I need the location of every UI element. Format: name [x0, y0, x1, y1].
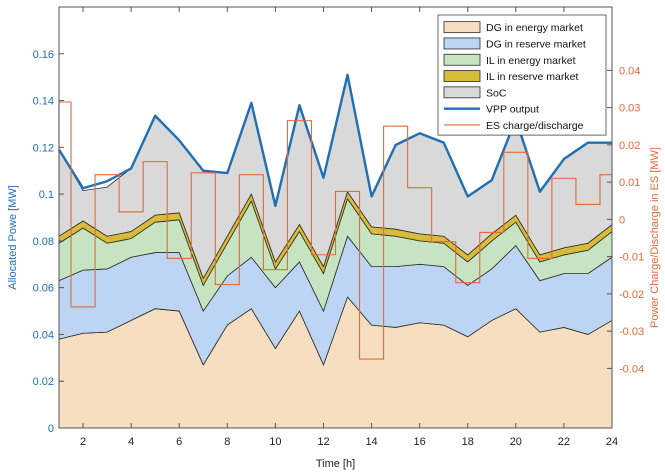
y-right-tick-label: 0.01 — [619, 177, 640, 189]
x-tick-label: 10 — [269, 436, 281, 448]
bottom-axis: 2 4 6 8 10 12 14 16 18 20 22 24 — [80, 7, 618, 448]
line-series-es — [58, 101, 613, 360]
y-right-tick-label: 0 — [619, 214, 625, 226]
x-tick-label: 24 — [606, 436, 618, 448]
x-tick-label: 14 — [365, 436, 377, 448]
y-tick-label: 0.06 — [33, 283, 54, 295]
legend-swatch — [443, 37, 481, 50]
y-tick-label: 0.14 — [33, 96, 54, 108]
y-right-tick-label: -0.02 — [619, 289, 644, 301]
y-right-tick-label: -0.01 — [619, 252, 644, 264]
x-tick-label: 22 — [558, 436, 570, 448]
x-tick-label: 16 — [414, 436, 426, 448]
x-tick-label: 18 — [462, 436, 474, 448]
x-tick-label: 12 — [317, 436, 329, 448]
y-right-tick-label: 0.02 — [619, 140, 640, 152]
legend-swatch — [443, 86, 481, 99]
right-axis: -0.04 -0.03 -0.02 -0.01 0 0.01 0.02 0.03 0.04 — [607, 65, 644, 375]
x-tick-label: 20 — [510, 436, 522, 448]
legend-entry: SoC — [486, 87, 507, 99]
x-tick-label: 6 — [176, 436, 182, 448]
legend: DG in energy market DG in reserve market I… — [437, 14, 607, 136]
y-tick-label: 0.16 — [33, 49, 54, 61]
legend-entry: ES charge/discharge — [486, 120, 584, 132]
legend-entry: IL in reserve market — [486, 71, 578, 83]
y-right-tick-label: -0.04 — [619, 363, 644, 375]
x-tick-label: 8 — [224, 436, 230, 448]
legend-entry: DG in reserve market — [486, 38, 586, 50]
legend-swatch — [443, 21, 481, 34]
x-tick-label: 2 — [80, 436, 86, 448]
y-tick-label: 0.1 — [39, 189, 54, 201]
y-right-tick-label: -0.03 — [619, 326, 644, 338]
legend-entry: IL in energy market — [486, 55, 576, 67]
y-right-tick-label: 0.03 — [619, 103, 640, 115]
x-axis-label: Time [h] — [316, 458, 355, 470]
y-axis-label: Allocated Powe [MW] — [7, 185, 19, 290]
y-axis-label-right: Power Charge/Discharge in ES [MW] — [649, 147, 661, 328]
y-tick-label: 0.08 — [33, 236, 54, 248]
legend-swatch — [443, 70, 481, 82]
y-tick-label: 0.04 — [33, 329, 54, 341]
x-tick-label: 4 — [128, 436, 134, 448]
plot-frame — [58, 6, 613, 429]
legend-entry: DG in energy market — [486, 22, 583, 34]
left-axis: 0 0.02 0.04 0.06 0.08 0.1 0.12 0.14 0.16 — [33, 49, 64, 435]
legend-entry: VPP output — [486, 104, 539, 116]
legend-swatch — [443, 53, 481, 66]
y-tick-label: 0 — [48, 423, 54, 435]
y-right-tick-label: 0.04 — [619, 65, 640, 77]
y-tick-label: 0.02 — [33, 376, 54, 388]
y-tick-label: 0.12 — [33, 142, 54, 154]
